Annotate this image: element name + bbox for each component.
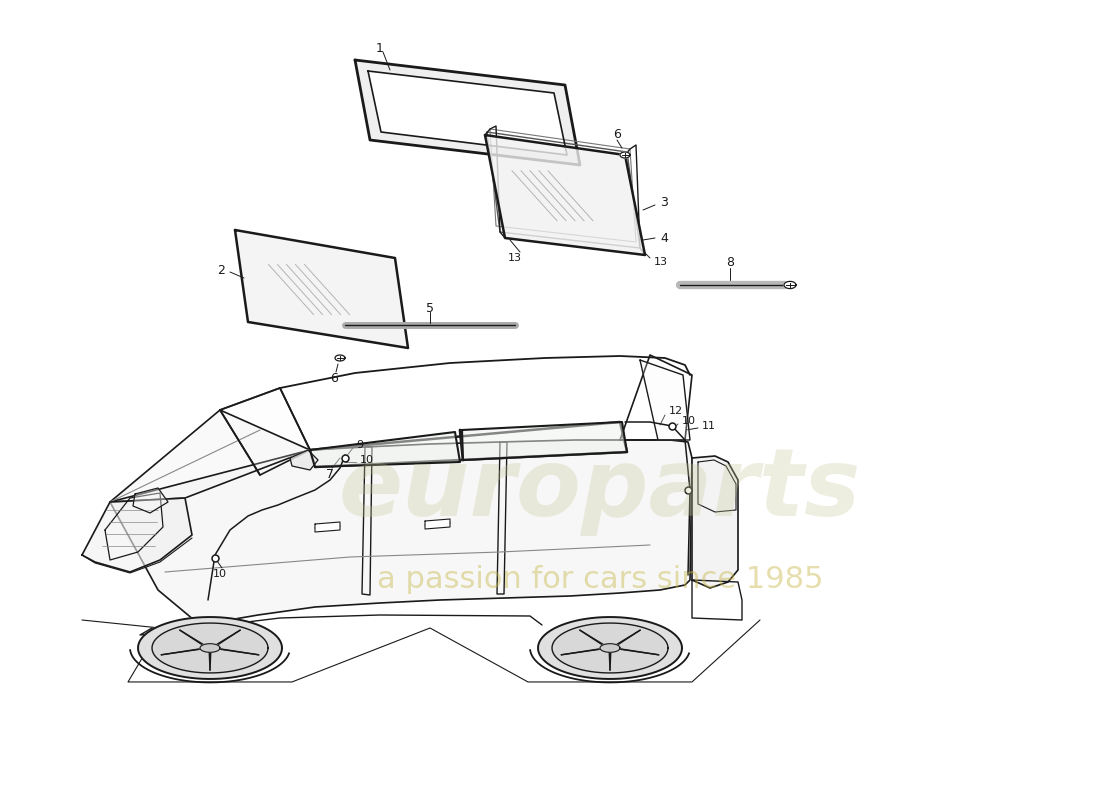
Text: 2: 2	[217, 263, 226, 277]
Polygon shape	[538, 617, 682, 679]
Polygon shape	[139, 617, 282, 679]
Text: 4: 4	[660, 231, 668, 245]
Text: 10: 10	[213, 569, 227, 579]
Polygon shape	[235, 230, 408, 348]
Polygon shape	[485, 135, 645, 255]
Polygon shape	[462, 422, 627, 460]
Polygon shape	[784, 282, 796, 289]
Text: 6: 6	[613, 129, 620, 142]
Text: 1: 1	[376, 42, 384, 54]
Polygon shape	[152, 623, 268, 673]
Polygon shape	[315, 522, 340, 532]
Polygon shape	[425, 519, 450, 529]
Text: 8: 8	[726, 257, 734, 270]
Polygon shape	[336, 355, 345, 361]
Text: 9: 9	[356, 440, 363, 450]
Polygon shape	[552, 623, 668, 673]
Polygon shape	[200, 644, 220, 652]
Polygon shape	[620, 152, 630, 158]
Polygon shape	[290, 450, 318, 470]
Text: 10: 10	[682, 416, 696, 426]
Text: 5: 5	[426, 302, 434, 314]
Polygon shape	[110, 440, 692, 625]
Text: europarts: europarts	[339, 444, 861, 536]
Text: 10: 10	[360, 455, 374, 465]
Text: a passion for cars since 1985: a passion for cars since 1985	[376, 566, 823, 594]
Text: 13: 13	[654, 257, 668, 267]
Text: 13: 13	[508, 253, 522, 263]
Polygon shape	[368, 71, 566, 155]
Text: 3: 3	[660, 197, 668, 210]
Text: 12: 12	[669, 406, 683, 416]
Text: 11: 11	[702, 421, 716, 431]
Polygon shape	[133, 488, 168, 513]
Polygon shape	[640, 360, 690, 440]
Text: 7: 7	[326, 467, 334, 481]
Polygon shape	[110, 410, 310, 502]
Polygon shape	[600, 644, 620, 652]
Polygon shape	[355, 60, 580, 165]
Polygon shape	[310, 432, 460, 467]
Polygon shape	[82, 498, 192, 572]
Text: 6: 6	[330, 371, 338, 385]
Polygon shape	[692, 456, 738, 588]
Polygon shape	[220, 388, 310, 475]
